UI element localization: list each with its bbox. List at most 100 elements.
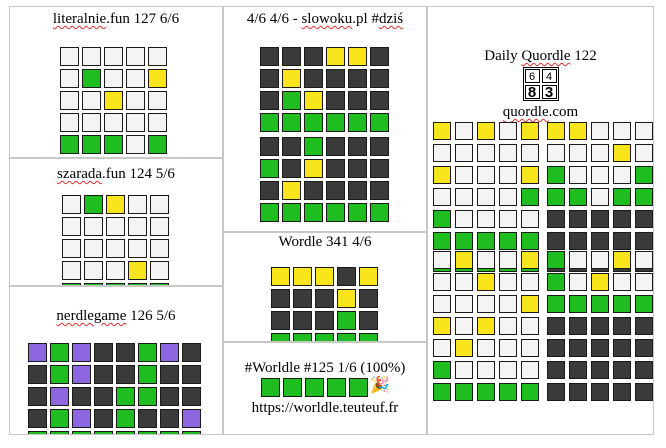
- tile-black: [138, 409, 157, 428]
- tile-black: [569, 210, 587, 228]
- tile-yellow: [521, 295, 539, 313]
- tile-green: [477, 383, 495, 401]
- tile-white: [126, 47, 145, 66]
- tile-green: [547, 273, 565, 291]
- tile-white: [499, 361, 517, 379]
- tile-white: [477, 188, 495, 206]
- tile-black: [315, 289, 334, 308]
- tile-white: [433, 339, 451, 357]
- tile-white: [150, 239, 169, 258]
- tile-white: [455, 273, 473, 291]
- tile-yellow: [455, 251, 473, 269]
- quordle-score-grid: 6 4 8 3: [428, 67, 653, 101]
- tile-black: [613, 210, 631, 228]
- tile-white: [455, 188, 473, 206]
- tile-green: [271, 333, 290, 341]
- tile-white: [104, 113, 123, 132]
- tile-black: [635, 317, 653, 335]
- panel-quordle: Daily Quordle 122 6 4 8 3 quordle.com: [427, 6, 654, 435]
- tile-black: [348, 91, 367, 110]
- tile-white: [104, 47, 123, 66]
- tile-white: [433, 295, 451, 313]
- tile-purple: [72, 365, 91, 384]
- tile-green: [348, 203, 367, 222]
- tile-yellow: [477, 317, 495, 335]
- tile-green: [60, 135, 79, 154]
- tile-green: [521, 232, 539, 250]
- slowoku-grid-top: [260, 47, 389, 132]
- tile-black: [28, 387, 47, 406]
- tile-white: [455, 166, 473, 184]
- tile-black: [547, 210, 565, 228]
- tile-black: [613, 361, 631, 379]
- tile-white: [455, 122, 473, 140]
- tile-black: [547, 339, 565, 357]
- nerdle-grid: [28, 343, 201, 434]
- tile-green: [116, 431, 135, 434]
- tile-black: [591, 232, 609, 250]
- tile-white: [126, 91, 145, 110]
- tile-black: [348, 69, 367, 88]
- tile-black: [591, 361, 609, 379]
- tile-white: [613, 273, 631, 291]
- tile-black: [370, 159, 389, 178]
- tile-white: [499, 273, 517, 291]
- tile-black: [94, 409, 113, 428]
- tile-black: [160, 365, 179, 384]
- quordle-board-4: [547, 251, 653, 401]
- tile-black: [160, 387, 179, 406]
- tile-black: [569, 361, 587, 379]
- tile-black: [94, 343, 113, 362]
- tile-white: [148, 47, 167, 66]
- tile-white: [521, 339, 539, 357]
- tile-yellow: [455, 339, 473, 357]
- tile-green: [521, 383, 539, 401]
- tile-purple: [72, 343, 91, 362]
- tile-black: [591, 339, 609, 357]
- tile-white: [477, 251, 495, 269]
- tile-green: [547, 295, 565, 313]
- tile-green: [138, 343, 157, 362]
- tile-yellow: [477, 122, 495, 140]
- tile-black: [116, 343, 135, 362]
- tile-black: [282, 137, 301, 156]
- tile-white: [521, 317, 539, 335]
- tile-green: [106, 283, 125, 285]
- tile-white: [477, 339, 495, 357]
- quordle-board-2: [547, 122, 653, 272]
- tile-white: [433, 188, 451, 206]
- tile-black: [293, 289, 312, 308]
- tile-white: [477, 144, 495, 162]
- tile-white: [635, 251, 653, 269]
- tile-green: [477, 232, 495, 250]
- tile-white: [477, 210, 495, 228]
- tile-black: [326, 91, 345, 110]
- tile-green: [182, 431, 201, 434]
- tile-white: [499, 122, 517, 140]
- tile-green: [433, 361, 451, 379]
- tile-green: [635, 166, 653, 184]
- tile-yellow: [613, 251, 631, 269]
- tile-white: [569, 273, 587, 291]
- worldle-url-link[interactable]: https://worldle.teuteuf.fr: [251, 400, 399, 416]
- tile-black: [359, 289, 378, 308]
- tile-white: [60, 113, 79, 132]
- tile-yellow: [433, 166, 451, 184]
- tile-white: [433, 251, 451, 269]
- tile-yellow: [433, 122, 451, 140]
- tile-white: [521, 273, 539, 291]
- tile-white: [150, 261, 169, 280]
- tile-white: [455, 144, 473, 162]
- quordle-board-3: [433, 251, 539, 401]
- tile-white: [455, 317, 473, 335]
- quordle-score-1: 6: [524, 69, 540, 83]
- tile-white: [82, 47, 101, 66]
- tile-black: [182, 365, 201, 384]
- tile-black: [94, 387, 113, 406]
- tile-yellow: [282, 181, 301, 200]
- tile-white: [499, 317, 517, 335]
- tile-green: [261, 378, 280, 397]
- tile-green: [635, 295, 653, 313]
- tile-white: [499, 188, 517, 206]
- tile-yellow: [521, 166, 539, 184]
